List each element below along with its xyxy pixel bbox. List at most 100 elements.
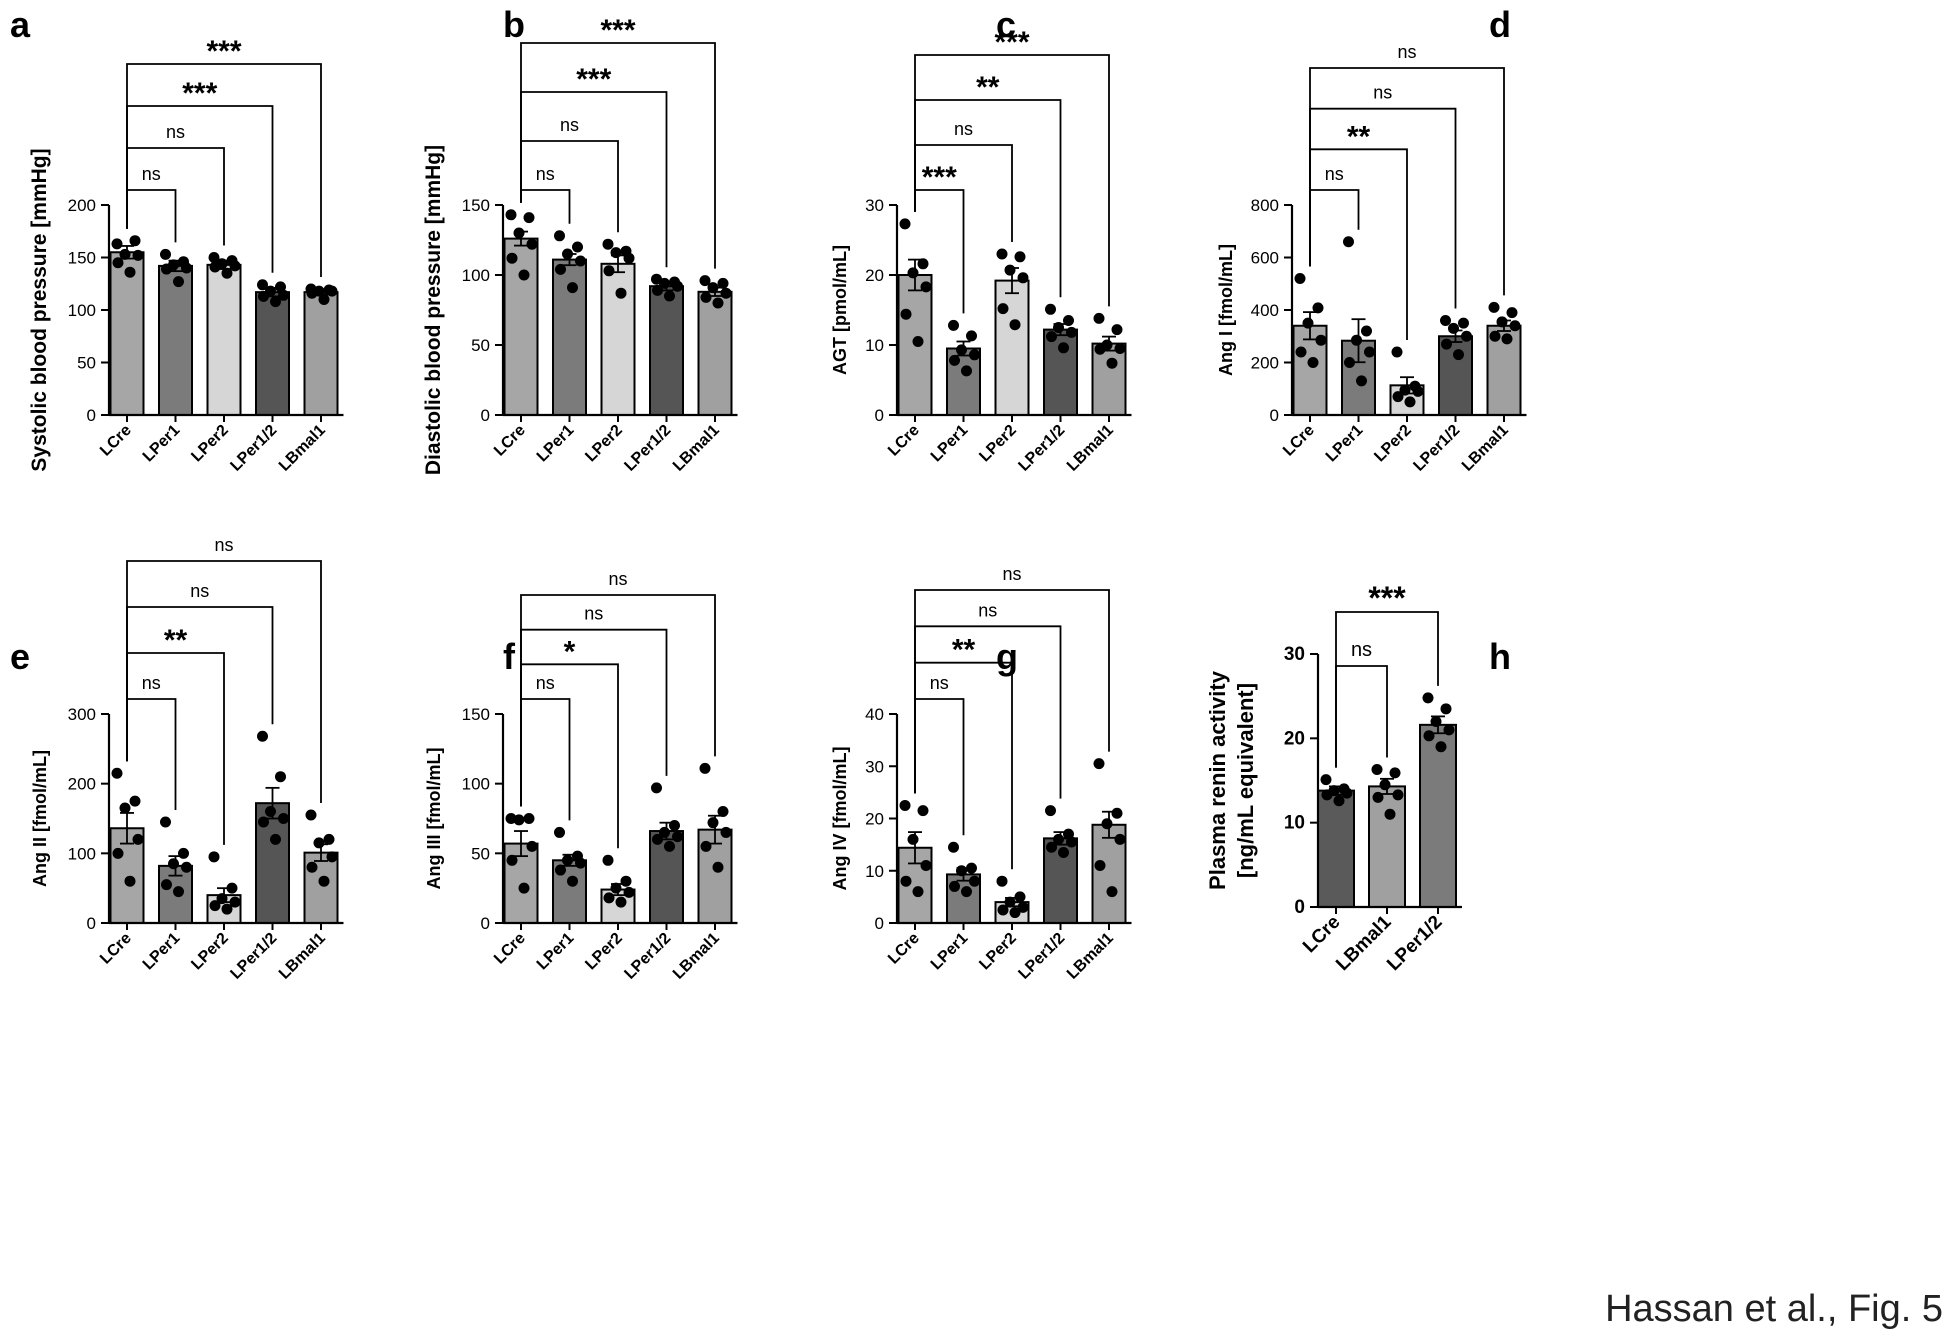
data-point-e-4-0 — [305, 809, 317, 821]
data-point-d-3-0 — [1440, 315, 1451, 326]
data-point-e-2-5 — [221, 903, 233, 915]
data-point-e-1-1 — [178, 847, 189, 859]
bar-b-1 — [552, 258, 587, 416]
data-point-e-2-3 — [229, 896, 241, 908]
data-point-e-0-0 — [111, 767, 123, 779]
y-tick-label-d-4: 800 — [1251, 196, 1279, 215]
data-point-h-1-2 — [1379, 779, 1391, 791]
data-point-c-4-4 — [1094, 343, 1106, 355]
data-point-e-1-4 — [161, 879, 172, 891]
bar-a-1 — [158, 264, 193, 416]
category-label-e-0: LCre — [97, 930, 135, 968]
data-point-f-1-3 — [575, 857, 586, 869]
data-point-a-4-4 — [306, 287, 318, 299]
y-tick-label-h-2: 20 — [1284, 728, 1305, 749]
sig-label-g-3: ns — [1002, 564, 1021, 584]
data-point-b-4-0 — [699, 275, 711, 287]
data-point-b-1-1 — [572, 241, 583, 253]
panel-label-e: e — [10, 636, 31, 677]
data-point-h-2-3 — [1443, 724, 1455, 736]
data-point-a-0-1 — [129, 235, 141, 247]
sig-bracket-d-3 — [1309, 67, 1505, 296]
category-label-c-2: LPer2 — [976, 422, 1020, 466]
sig-bracket-f-2 — [520, 628, 668, 807]
data-point-e-3-4 — [258, 816, 269, 828]
data-point-a-1-3 — [181, 262, 192, 274]
y-tick-label-g-3: 30 — [865, 757, 884, 776]
panel-label-h: h — [1489, 636, 1511, 677]
y-axis-label-c: AGT [pmol/mL] — [830, 245, 850, 375]
data-point-f-1-4 — [555, 864, 566, 876]
category-label-g-1: LPer1 — [928, 930, 972, 974]
data-point-e-2-1 — [226, 882, 238, 894]
data-point-g-2-5 — [1009, 907, 1021, 919]
data-point-f-2-2 — [610, 882, 622, 894]
data-point-h-1-3 — [1392, 789, 1404, 801]
bar-b-4 — [697, 290, 733, 416]
bar-c-4 — [1091, 342, 1127, 417]
data-point-d-2-0 — [1391, 346, 1403, 358]
sig-label-h-1: *** — [1368, 580, 1406, 616]
category-label-c-3: LPer1/2 — [1015, 422, 1068, 475]
data-point-d-2-2 — [1399, 384, 1411, 396]
data-point-e-3-3 — [278, 813, 289, 824]
data-point-b-2-0 — [602, 238, 614, 250]
data-point-c-4-1 — [1111, 324, 1123, 336]
data-point-f-0-3 — [526, 840, 538, 852]
category-label-g-3: LPer1/2 — [1015, 930, 1068, 983]
data-point-g-1-4 — [949, 880, 960, 892]
data-point-b-1-0 — [554, 230, 565, 242]
category-label-d-0: LCre — [1280, 422, 1318, 460]
data-point-f-3-3 — [672, 831, 683, 843]
y-tick-label-c-3: 30 — [865, 196, 884, 215]
y-tick-label-h-1: 10 — [1284, 813, 1305, 834]
data-point-c-1-5 — [961, 365, 972, 377]
data-point-g-0-2 — [907, 833, 919, 845]
y-tick-label-e-2: 200 — [68, 775, 96, 794]
data-point-e-3-2 — [265, 806, 276, 818]
data-point-d-3-2 — [1448, 322, 1459, 334]
figure-caption: Hassan et al., Fig. 5 — [1605, 1288, 1943, 1330]
sig-label-c-0: *** — [922, 161, 957, 194]
data-point-c-1-2 — [956, 344, 967, 356]
y-tick-label-h-3: 30 — [1284, 644, 1305, 665]
data-point-f-1-0 — [554, 826, 565, 838]
data-point-e-2-0 — [208, 851, 220, 863]
data-point-a-4-5 — [318, 294, 330, 305]
data-point-g-4-4 — [1094, 860, 1106, 872]
data-point-b-2-2 — [610, 247, 622, 259]
data-point-c-3-4 — [1046, 331, 1057, 343]
category-label-e-4: LBmal1 — [276, 930, 329, 983]
data-point-e-4-3 — [326, 851, 338, 863]
data-point-d-0-0 — [1294, 273, 1306, 284]
sig-bracket-d-2 — [1309, 107, 1457, 309]
y-tick-label-d-1: 200 — [1251, 354, 1279, 373]
panel-label-d: d — [1489, 4, 1511, 45]
y-tick-label-a-2: 100 — [68, 301, 96, 320]
sig-bracket-g-2 — [914, 625, 1062, 799]
data-point-g-2-3 — [1017, 901, 1029, 913]
data-point-c-0-0 — [899, 218, 911, 230]
category-label-g-2: LPer2 — [976, 930, 1020, 974]
category-label-c-4: LBmal1 — [1064, 422, 1117, 475]
data-point-d-3-5 — [1453, 349, 1464, 361]
category-label-f-1: LPer1 — [534, 930, 578, 974]
data-point-g-3-0 — [1045, 805, 1056, 817]
data-point-c-0-5 — [912, 336, 924, 347]
data-point-c-1-0 — [948, 319, 959, 331]
data-point-h-0-3 — [1341, 787, 1353, 799]
category-label-a-2: LPer2 — [188, 422, 232, 466]
category-label-d-2: LPer2 — [1371, 422, 1415, 466]
data-point-d-4-4 — [1489, 330, 1501, 342]
data-point-b-0-5 — [518, 269, 530, 281]
data-point-f-4-5 — [712, 861, 724, 873]
data-point-c-0-4 — [900, 308, 912, 320]
data-point-c-3-0 — [1045, 303, 1056, 315]
category-label-e-3: LPer1/2 — [227, 930, 280, 983]
y-tick-label-a-0: 0 — [87, 406, 96, 425]
data-point-f-0-1 — [523, 813, 535, 824]
